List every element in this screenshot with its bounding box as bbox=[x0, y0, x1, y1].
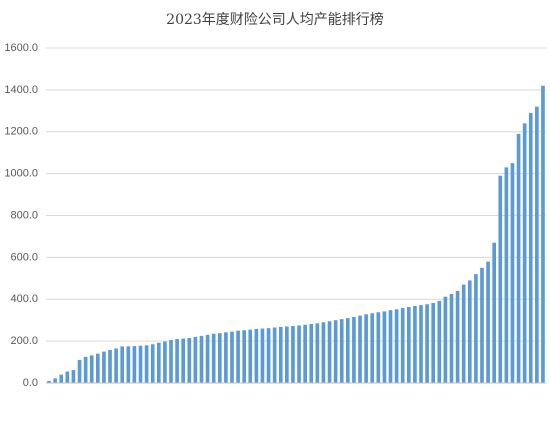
bar bbox=[169, 340, 173, 383]
bar bbox=[156, 342, 161, 383]
bar bbox=[181, 338, 186, 383]
bar bbox=[230, 331, 234, 383]
bar bbox=[266, 328, 271, 383]
bar bbox=[163, 341, 167, 383]
bar bbox=[199, 335, 204, 383]
bar bbox=[480, 267, 484, 383]
bar bbox=[467, 280, 472, 383]
bar bbox=[486, 261, 490, 383]
bar bbox=[138, 345, 143, 383]
bar bbox=[400, 308, 405, 383]
bar bbox=[315, 323, 320, 383]
bar bbox=[327, 321, 332, 383]
bar bbox=[358, 315, 362, 383]
bar bbox=[224, 332, 228, 383]
bar bbox=[382, 311, 387, 383]
bar bbox=[352, 317, 356, 383]
bar bbox=[187, 337, 192, 383]
bar bbox=[498, 175, 503, 383]
bar bbox=[443, 296, 448, 383]
y-tick-label: 1600.0 bbox=[4, 42, 38, 54]
bar bbox=[297, 325, 301, 383]
bar bbox=[474, 274, 478, 383]
bar bbox=[321, 322, 326, 383]
bar bbox=[394, 309, 399, 383]
bar bbox=[53, 378, 57, 383]
bar bbox=[461, 284, 466, 383]
y-tick-label: 1200.0 bbox=[4, 126, 38, 138]
bar bbox=[83, 356, 88, 383]
bar bbox=[528, 112, 533, 383]
bar bbox=[59, 374, 64, 383]
bar bbox=[193, 336, 198, 383]
y-tick-label: 800.0 bbox=[10, 209, 38, 221]
bar bbox=[120, 346, 125, 383]
bar bbox=[47, 380, 51, 383]
bar bbox=[150, 344, 155, 383]
bar bbox=[89, 355, 94, 383]
bar bbox=[132, 346, 137, 383]
bar bbox=[425, 304, 429, 383]
bar bbox=[510, 163, 515, 383]
bar bbox=[333, 320, 338, 383]
y-tick-label: 1000.0 bbox=[4, 168, 38, 180]
bar bbox=[96, 353, 100, 383]
bar bbox=[388, 310, 393, 383]
y-tick-label: 1400.0 bbox=[4, 84, 38, 96]
bar bbox=[114, 348, 118, 383]
bar bbox=[413, 305, 417, 383]
bar bbox=[303, 324, 307, 383]
bar bbox=[65, 371, 70, 383]
bar bbox=[504, 167, 509, 383]
bar bbox=[254, 328, 259, 383]
bar bbox=[205, 334, 210, 383]
bar bbox=[217, 333, 222, 383]
bar bbox=[419, 305, 423, 383]
bar bbox=[285, 326, 289, 383]
bar bbox=[144, 345, 149, 383]
bar bbox=[492, 242, 496, 383]
bar bbox=[346, 318, 350, 383]
bar bbox=[406, 306, 411, 383]
bar bbox=[431, 303, 436, 383]
y-tick-label: 0.0 bbox=[23, 377, 38, 389]
bar bbox=[437, 300, 442, 383]
bar bbox=[449, 294, 454, 383]
bar bbox=[126, 346, 131, 383]
bar bbox=[370, 313, 375, 383]
bar bbox=[236, 330, 240, 383]
bar bbox=[248, 329, 253, 383]
bar bbox=[376, 312, 381, 383]
bar bbox=[535, 106, 539, 383]
bar bbox=[108, 349, 112, 383]
chart-title: 2023年度财险公司人均产能排行榜 bbox=[166, 11, 384, 28]
bar bbox=[309, 323, 314, 383]
bar bbox=[71, 370, 76, 383]
bar bbox=[455, 290, 460, 383]
bar bbox=[272, 327, 277, 383]
bar bbox=[77, 359, 82, 383]
bar bbox=[516, 133, 521, 383]
bar bbox=[211, 333, 216, 383]
bar bbox=[175, 339, 179, 383]
bar bbox=[242, 330, 246, 383]
bar bbox=[291, 326, 295, 383]
y-tick-label: 400.0 bbox=[10, 293, 38, 305]
bar bbox=[260, 328, 265, 383]
bar bbox=[522, 123, 527, 383]
bar bbox=[364, 314, 368, 383]
bar bbox=[339, 319, 344, 383]
bar bbox=[102, 351, 106, 383]
bar bbox=[541, 85, 545, 383]
y-tick-label: 600.0 bbox=[10, 251, 38, 263]
y-tick-label: 200.0 bbox=[10, 335, 38, 347]
bar bbox=[278, 326, 283, 383]
